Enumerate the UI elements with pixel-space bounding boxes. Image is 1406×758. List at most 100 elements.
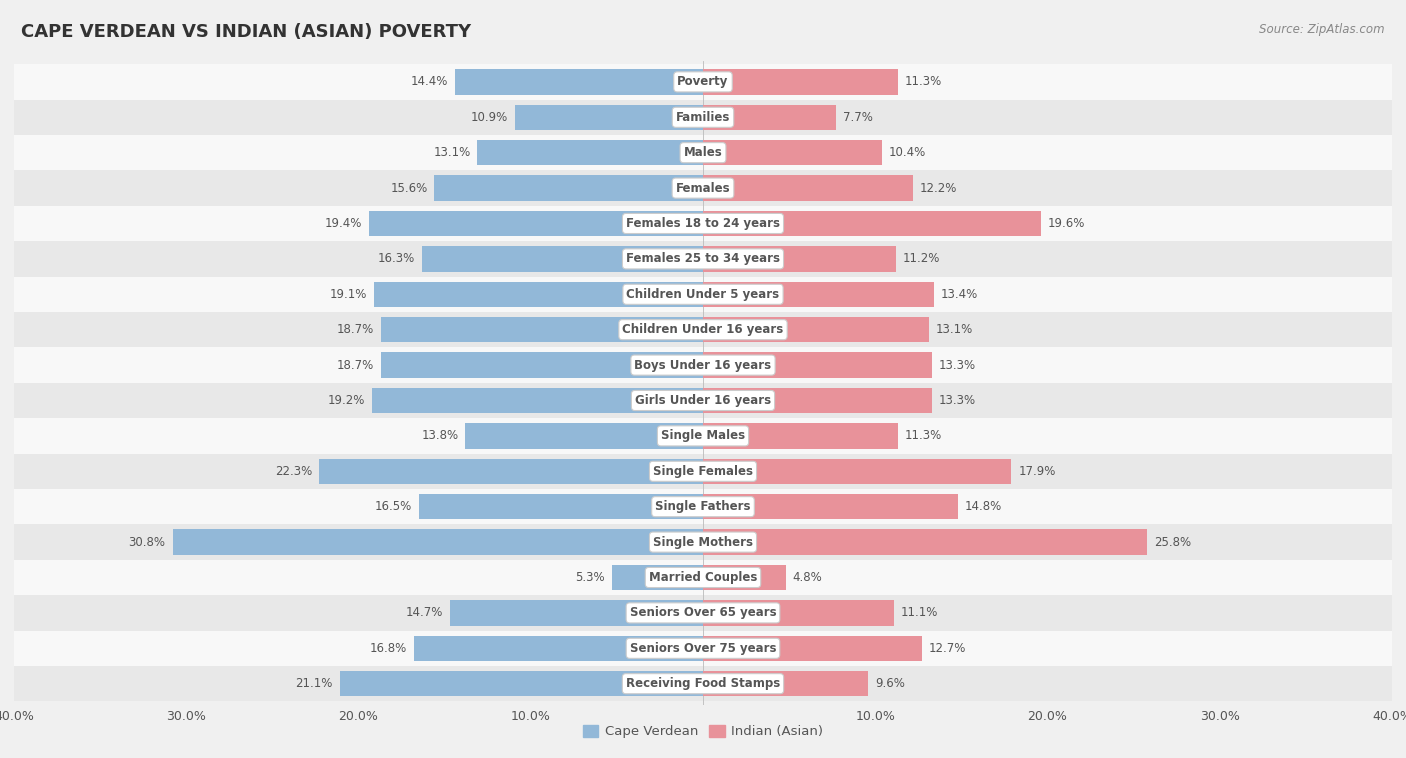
Text: Single Fathers: Single Fathers <box>655 500 751 513</box>
Text: Single Females: Single Females <box>652 465 754 478</box>
Bar <box>14 205 1392 241</box>
Text: Single Mothers: Single Mothers <box>652 536 754 549</box>
Text: 13.1%: 13.1% <box>935 323 973 337</box>
Text: 22.3%: 22.3% <box>274 465 312 478</box>
Text: Single Males: Single Males <box>661 429 745 443</box>
Bar <box>14 135 1392 171</box>
Legend: Cape Verdean, Indian (Asian): Cape Verdean, Indian (Asian) <box>578 719 828 744</box>
Text: Poverty: Poverty <box>678 75 728 89</box>
Bar <box>368 211 703 236</box>
Bar <box>14 241 1392 277</box>
Bar <box>14 171 1392 205</box>
Bar <box>703 635 922 661</box>
Text: 13.4%: 13.4% <box>941 288 979 301</box>
Text: 16.3%: 16.3% <box>378 252 415 265</box>
Text: 13.1%: 13.1% <box>433 146 471 159</box>
Bar <box>14 64 1392 99</box>
Text: Families: Families <box>676 111 730 124</box>
Bar <box>14 347 1392 383</box>
Bar <box>413 635 703 661</box>
Text: 19.4%: 19.4% <box>325 217 361 230</box>
Text: 11.1%: 11.1% <box>901 606 938 619</box>
Bar <box>515 105 703 130</box>
Bar <box>173 529 703 555</box>
Text: 18.7%: 18.7% <box>337 323 374 337</box>
Text: 10.9%: 10.9% <box>471 111 509 124</box>
Text: 19.6%: 19.6% <box>1047 217 1085 230</box>
Bar <box>703 459 1011 484</box>
Bar <box>703 565 786 590</box>
Text: 13.8%: 13.8% <box>422 429 458 443</box>
Bar <box>14 418 1392 453</box>
Bar <box>14 595 1392 631</box>
Bar <box>434 175 703 201</box>
Bar <box>14 631 1392 666</box>
Bar <box>703 671 869 697</box>
Bar <box>340 671 703 697</box>
Text: Children Under 16 years: Children Under 16 years <box>623 323 783 337</box>
Bar <box>703 105 835 130</box>
Text: 9.6%: 9.6% <box>875 677 905 691</box>
Text: 14.7%: 14.7% <box>405 606 443 619</box>
Bar <box>14 453 1392 489</box>
Bar <box>703 352 932 377</box>
Text: 11.3%: 11.3% <box>904 429 942 443</box>
Text: 12.2%: 12.2% <box>920 182 957 195</box>
Text: 16.8%: 16.8% <box>370 642 406 655</box>
Text: 18.7%: 18.7% <box>337 359 374 371</box>
Text: Females: Females <box>676 182 730 195</box>
Text: 4.8%: 4.8% <box>793 571 823 584</box>
Text: 25.8%: 25.8% <box>1154 536 1191 549</box>
Bar <box>703 494 957 519</box>
Bar <box>465 423 703 449</box>
Text: Males: Males <box>683 146 723 159</box>
Text: 11.2%: 11.2% <box>903 252 941 265</box>
Bar <box>703 281 934 307</box>
Bar <box>703 600 894 625</box>
Bar <box>478 140 703 165</box>
Bar <box>703 246 896 271</box>
Bar <box>14 277 1392 312</box>
Bar <box>703 388 932 413</box>
Text: 12.7%: 12.7% <box>928 642 966 655</box>
Bar <box>14 489 1392 525</box>
Bar <box>450 600 703 625</box>
Text: 21.1%: 21.1% <box>295 677 333 691</box>
Text: 7.7%: 7.7% <box>842 111 872 124</box>
Bar <box>14 312 1392 347</box>
Text: 15.6%: 15.6% <box>391 182 427 195</box>
Text: 14.8%: 14.8% <box>965 500 1002 513</box>
Text: 14.4%: 14.4% <box>411 75 449 89</box>
Bar <box>14 525 1392 560</box>
Text: CAPE VERDEAN VS INDIAN (ASIAN) POVERTY: CAPE VERDEAN VS INDIAN (ASIAN) POVERTY <box>21 23 471 41</box>
Bar <box>381 352 703 377</box>
Bar <box>612 565 703 590</box>
Text: 11.3%: 11.3% <box>904 75 942 89</box>
Bar <box>374 281 703 307</box>
Text: Source: ZipAtlas.com: Source: ZipAtlas.com <box>1260 23 1385 36</box>
Text: 17.9%: 17.9% <box>1018 465 1056 478</box>
Bar <box>703 211 1040 236</box>
Text: Children Under 5 years: Children Under 5 years <box>627 288 779 301</box>
Text: 13.3%: 13.3% <box>939 359 976 371</box>
Text: Seniors Over 65 years: Seniors Over 65 years <box>630 606 776 619</box>
Text: Seniors Over 75 years: Seniors Over 75 years <box>630 642 776 655</box>
Text: Married Couples: Married Couples <box>648 571 758 584</box>
Text: Females 25 to 34 years: Females 25 to 34 years <box>626 252 780 265</box>
Bar <box>319 459 703 484</box>
Bar <box>703 69 897 95</box>
Text: 16.5%: 16.5% <box>374 500 412 513</box>
Text: 10.4%: 10.4% <box>889 146 927 159</box>
Text: 19.2%: 19.2% <box>328 394 366 407</box>
Bar <box>419 494 703 519</box>
Bar <box>703 175 912 201</box>
Bar <box>703 140 882 165</box>
Text: 5.3%: 5.3% <box>575 571 605 584</box>
Bar <box>14 666 1392 701</box>
Bar <box>373 388 703 413</box>
Text: 13.3%: 13.3% <box>939 394 976 407</box>
Bar <box>381 317 703 343</box>
Bar <box>14 383 1392 418</box>
Text: 30.8%: 30.8% <box>128 536 166 549</box>
Bar <box>456 69 703 95</box>
